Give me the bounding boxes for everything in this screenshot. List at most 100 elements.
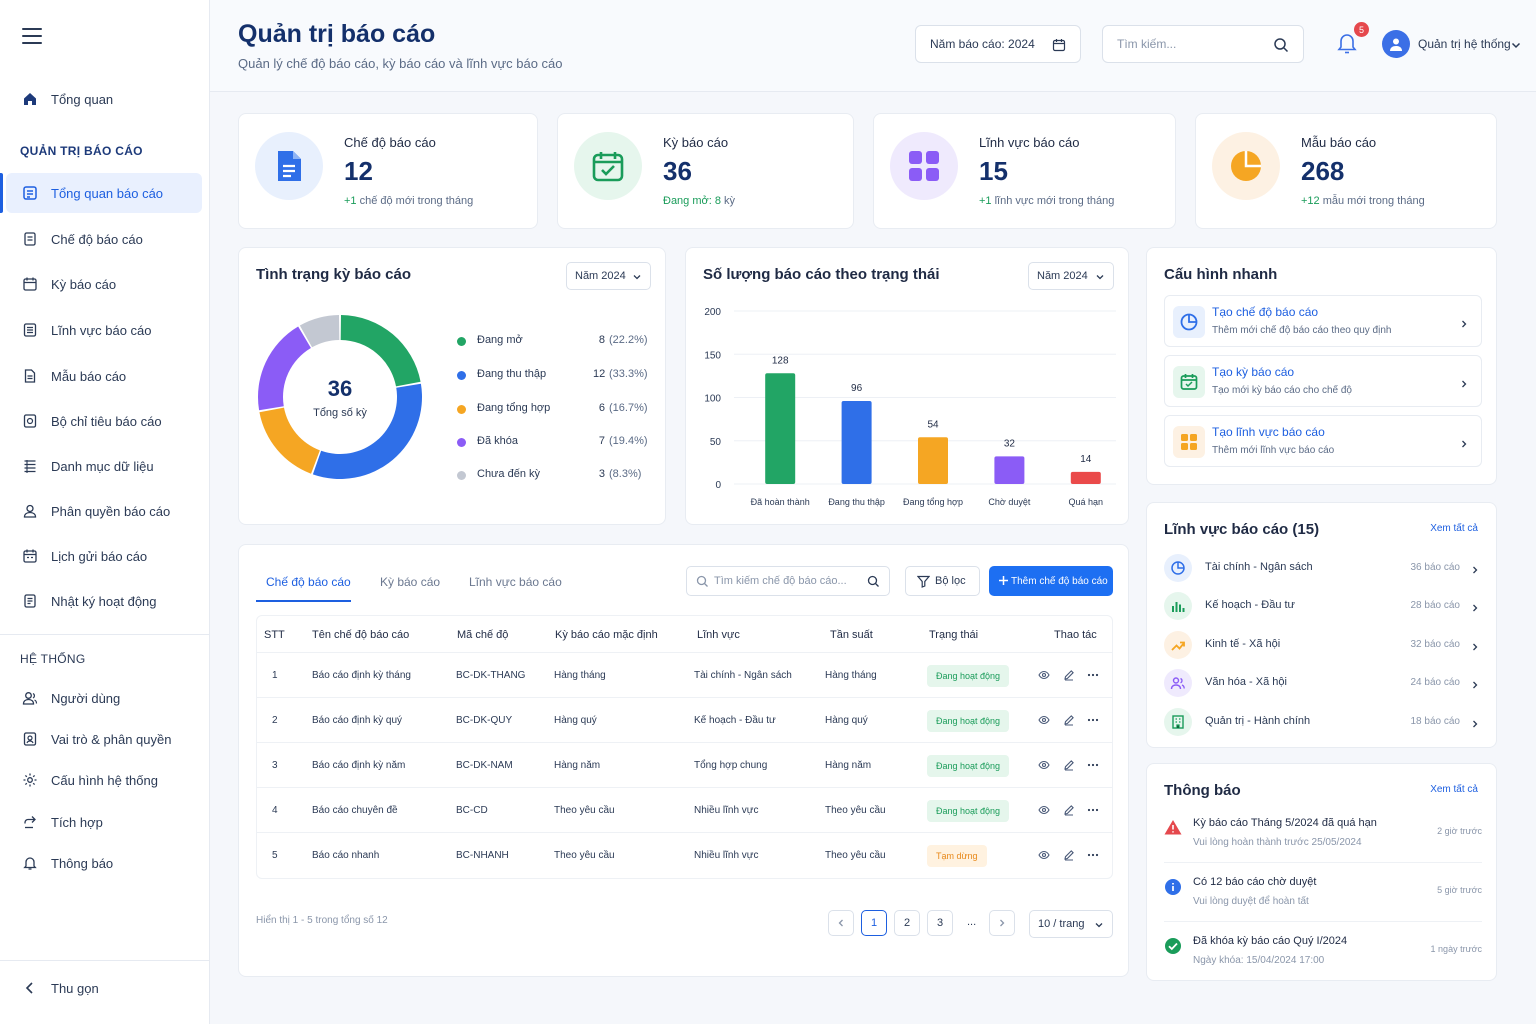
prev-page-button[interactable] [828, 910, 854, 936]
quick-create-report-period[interactable]: Tạo kỳ báo cáo Tạo mới kỳ báo cáo cho ch… [1164, 355, 1482, 407]
field-item[interactable]: Quản trị - Hành chính 18 báo cáo [1164, 707, 1482, 737]
sidebar-item-label: Tổng quan báo cáo [51, 185, 164, 201]
page-button[interactable]: 2 [894, 910, 920, 936]
donut-total: 36 [327, 376, 353, 401]
sidebar-item-report-templates[interactable]: Mẫu báo cáo [6, 356, 202, 396]
x-tick-label: Chờ duyệt [988, 497, 1030, 507]
user-name[interactable]: Quản trị hệ thống [1418, 37, 1511, 51]
table-search-input[interactable]: Tìm kiếm chế độ báo cáo... [686, 566, 890, 596]
eye-icon[interactable] [1038, 713, 1050, 731]
page-button[interactable]: 3 [927, 910, 953, 936]
sidebar-item-overview[interactable]: Tổng quan [6, 79, 202, 119]
quick-create-report-field[interactable]: Tạo lĩnh vực báo cáo Thêm mới lĩnh vực b… [1164, 415, 1482, 467]
more-icon[interactable] [1087, 848, 1099, 866]
sidebar-item-integration[interactable]: Tích hợp [6, 802, 202, 842]
filter-label: Bộ lọc [935, 575, 966, 587]
page-size-select[interactable]: 10 / trang [1029, 910, 1113, 938]
table-row[interactable]: 5 Báo cáo nhanh BC-NHANH Theo yêu cầu Nhiều … [257, 832, 1112, 878]
collapse-button[interactable]: Thu gọn [6, 968, 202, 1008]
notification-item[interactable]: Kỳ báo cáo Tháng 5/2024 đã quá hạn Vui l… [1164, 817, 1482, 869]
edit-icon[interactable] [1063, 713, 1075, 731]
sidebar-item-report-modes[interactable]: Chế độ báo cáo [6, 219, 202, 259]
sidebar-item-report-periods[interactable]: Kỳ báo cáo [6, 264, 202, 304]
stat-card-report-fields[interactable]: Lĩnh vực báo cáo 15 +1 lĩnh vực mới tron… [873, 113, 1176, 229]
field-item[interactable]: Văn hóa - Xã hội 24 báo cáo [1164, 668, 1482, 698]
donut-slice [259, 407, 320, 474]
eye-icon[interactable] [1038, 758, 1050, 776]
legend-percent: (22.2%) [609, 334, 648, 346]
more-icon[interactable] [1087, 713, 1099, 731]
see-all-fields-link[interactable]: Xem tất cả [1430, 523, 1478, 534]
sidebar-item-indicators[interactable]: Bộ chỉ tiêu báo cáo [6, 401, 202, 441]
table-row[interactable]: 1 Báo cáo định kỳ tháng BC-DK-THANG Hàng th… [257, 652, 1112, 698]
table-row[interactable]: 4 Báo cáo chuyên đề BC-CD Theo yêu cầu Nhiều… [257, 787, 1112, 833]
avatar[interactable] [1382, 30, 1410, 58]
sidebar-item-report-fields[interactable]: Lĩnh vực báo cáo [6, 310, 202, 350]
notification-desc: Vui lòng hoàn thành trước 25/05/2024 [1193, 837, 1362, 848]
donut-chart [258, 315, 422, 479]
tab-report-fields[interactable]: Lĩnh vực báo cáo [469, 575, 562, 589]
quick-create-report-mode[interactable]: Tạo chế độ báo cáo Thêm mới chế độ báo c… [1164, 295, 1482, 347]
legend-swatch [457, 337, 466, 346]
tab-report-periods[interactable]: Kỳ báo cáo [380, 575, 441, 589]
sidebar-item-data-catalog[interactable]: Danh mục dữ liệu [6, 446, 202, 486]
search-input[interactable]: Tìm kiếm... [1102, 25, 1304, 63]
menu-icon[interactable] [22, 28, 42, 46]
chevron-down-icon[interactable] [1510, 38, 1522, 56]
page-button[interactable]: 1 [861, 910, 887, 936]
notification-item[interactable]: Có 12 báo cáo chờ duyệt Vui lòng duyệt đ… [1164, 876, 1482, 928]
sidebar-item-notifications[interactable]: Thông báo [6, 843, 202, 883]
add-report-mode-button[interactable]: Thêm chế độ báo cáo [989, 566, 1113, 596]
field-name: Văn hóa - Xã hội [1205, 676, 1287, 688]
file-icon [22, 368, 38, 384]
edit-icon[interactable] [1063, 803, 1075, 821]
notification-bell-icon[interactable] [1336, 31, 1358, 60]
table-row[interactable]: 2 Báo cáo định kỳ quý BC-DK-QUY Hàng quý Kế … [257, 697, 1112, 743]
sidebar-item-send-schedule[interactable]: Lịch gửi báo cáo [6, 536, 202, 576]
filter-button[interactable]: Bộ lọc [905, 566, 980, 596]
report-year-picker[interactable]: Năm báo cáo: 2024 [915, 25, 1081, 63]
stat-label: Kỳ báo cáo [663, 135, 729, 150]
field-item[interactable]: Tài chính - Ngân sách 36 báo cáo [1164, 553, 1482, 583]
users-icon [1164, 669, 1192, 697]
page-ellipsis: ... [967, 916, 977, 928]
edit-icon[interactable] [1063, 758, 1075, 776]
sidebar-item-system-config[interactable]: Cấu hình hệ thống [6, 760, 202, 800]
year-dropdown[interactable]: Năm 2024 [1028, 262, 1114, 290]
field-item[interactable]: Kế hoạch - Đầu tư 28 báo cáo [1164, 591, 1482, 621]
bar-value-label: 54 [927, 419, 939, 430]
bar [1070, 471, 1101, 484]
sidebar-item-users[interactable]: Người dùng [6, 678, 202, 718]
table-row[interactable]: 3 Báo cáo định kỳ năm BC-DK-NAM Hàng năm Tổn… [257, 742, 1112, 788]
legend-swatch [457, 371, 466, 380]
next-page-button[interactable] [989, 910, 1015, 936]
sidebar-item-report-permissions[interactable]: Phân quyền báo cáo [6, 491, 202, 531]
tab-report-modes[interactable]: Chế độ báo cáo [266, 575, 351, 589]
search-icon[interactable] [1273, 37, 1289, 56]
eye-icon[interactable] [1038, 803, 1050, 821]
stat-card-report-periods[interactable]: Kỳ báo cáo 36 Đang mở: 8 kỳ [557, 113, 854, 229]
eye-icon[interactable] [1038, 668, 1050, 686]
more-icon[interactable] [1087, 668, 1099, 686]
sidebar-item-report-overview[interactable]: Tổng quan báo cáo [0, 173, 202, 213]
sidebar-item-activity-log[interactable]: Nhật ký hoạt động [6, 581, 202, 621]
chevron-right-icon [1459, 316, 1469, 334]
check-circle-icon [1164, 937, 1182, 960]
notification-item[interactable]: Đã khóa kỳ báo cáo Quý I/2024 Ngày khóa:… [1164, 935, 1482, 987]
year-dropdown[interactable]: Năm 2024 [566, 262, 651, 290]
more-icon[interactable] [1087, 758, 1099, 776]
eye-icon[interactable] [1038, 848, 1050, 866]
more-icon[interactable] [1087, 803, 1099, 821]
active-tab-indicator [256, 600, 351, 602]
legend-value: 8 [598, 334, 605, 346]
status-badge: Đang hoạt động [927, 800, 1010, 822]
stat-card-report-templates[interactable]: Mẫu báo cáo 268 +12 mẫu mới trong tháng [1195, 113, 1497, 229]
edit-icon[interactable] [1063, 668, 1075, 686]
edit-icon[interactable] [1063, 848, 1075, 866]
sidebar-item-roles[interactable]: Vai trò & phân quyền [6, 719, 202, 759]
field-item[interactable]: Kinh tế - Xã hội 32 báo cáo [1164, 630, 1482, 660]
chevron-right-icon [1470, 600, 1480, 618]
quick-item-title: Tạo lĩnh vực báo cáo [1212, 425, 1325, 439]
stat-card-report-modes[interactable]: Chế độ báo cáo 12 +1 chế độ mới trong th… [238, 113, 538, 229]
see-all-notifications-link[interactable]: Xem tất cả [1430, 784, 1478, 795]
